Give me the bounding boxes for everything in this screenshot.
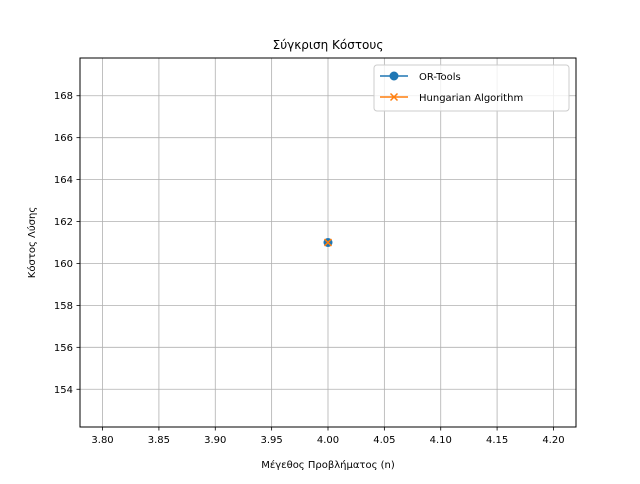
chart-title: Σύγκριση Κόστους: [273, 38, 384, 52]
x-tick-label: 3.90: [204, 435, 226, 446]
y-tick-label: 164: [54, 175, 73, 186]
y-tick-label: 162: [54, 217, 73, 228]
y-axis-label: Κόστος Λύσης: [26, 207, 38, 278]
x-tick-label: 4.20: [542, 435, 564, 446]
grid-lines: [80, 58, 576, 427]
data-series: [323, 238, 333, 247]
y-tick-label: 154: [54, 385, 73, 396]
y-tick-label: 160: [54, 259, 73, 270]
series-2: [323, 238, 333, 247]
x-tick-label: 4.05: [373, 435, 395, 446]
legend-label: Hungarian Algorithm: [419, 93, 523, 104]
x-tick-label: 4.00: [317, 435, 339, 446]
x-tick-label: 3.80: [91, 435, 113, 446]
legend-marker: [389, 71, 399, 81]
y-tick-label: 156: [54, 343, 73, 354]
x-tick-label: 4.10: [430, 435, 452, 446]
x-tick-label: 4.15: [486, 435, 508, 446]
y-tick-label: 158: [54, 301, 73, 312]
legend-marker: [389, 92, 399, 102]
data-point: [323, 238, 333, 247]
x-axis-label: Μέγεθος Προβλήματος (n): [261, 459, 395, 471]
y-tick-label: 166: [54, 133, 73, 144]
legend: OR-Tools Hungarian Algorithm: [373, 64, 570, 112]
x-tick-label: 3.85: [148, 435, 170, 446]
x-axis-ticks: 3.80 3.85 3.90 3.95 4.00 4.05 4.10 4.15 4.20: [91, 427, 565, 446]
legend-label: OR-Tools: [419, 72, 461, 83]
y-tick-label: 168: [54, 91, 73, 102]
y-axis-ticks: 154 156 158 160 162 164 166 168: [54, 91, 80, 396]
x-tick-label: 3.95: [261, 435, 283, 446]
legend-box: [373, 64, 570, 112]
